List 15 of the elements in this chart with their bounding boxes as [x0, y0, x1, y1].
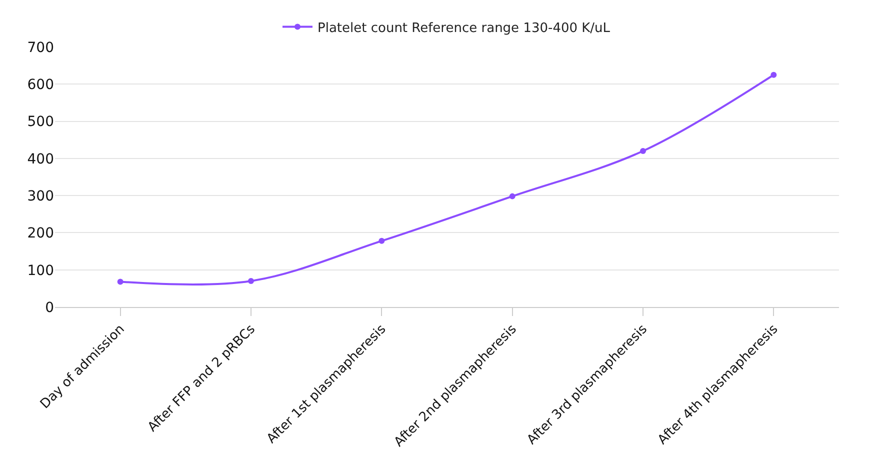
y-tick-label: 200 — [27, 226, 54, 242]
legend-label: Platelet count Reference range 130-400 K/uL — [318, 20, 611, 36]
y-tick-label: 400 — [27, 151, 54, 168]
point — [640, 148, 646, 154]
point — [378, 238, 385, 244]
y-tick-label: 100 — [27, 262, 54, 279]
y-tick-label: 500 — [27, 114, 54, 130]
point — [509, 193, 516, 200]
point — [248, 278, 254, 284]
y-tick-label: 600 — [27, 77, 54, 94]
y-tick-label: 700 — [27, 40, 54, 56]
y-tick-label: 0 — [45, 300, 54, 316]
point — [117, 278, 124, 285]
y-tick-label: 300 — [27, 188, 54, 204]
point — [770, 72, 777, 78]
